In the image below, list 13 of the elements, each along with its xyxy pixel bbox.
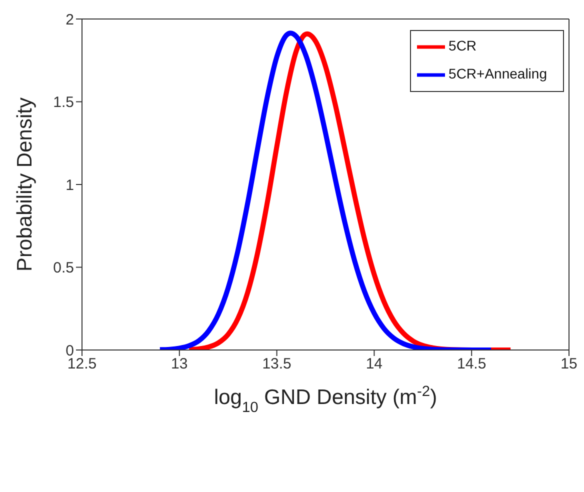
x-tick-label: 15 bbox=[560, 356, 578, 373]
y-axis-title: Probability Density bbox=[13, 97, 36, 272]
y-tick-label: 0.5 bbox=[53, 260, 74, 277]
y-tick-label: 1.5 bbox=[53, 94, 74, 112]
y-tick-label: 2 bbox=[66, 11, 74, 28]
x-tick-label: 14 bbox=[366, 356, 383, 373]
x-tick-label: 13 bbox=[171, 356, 188, 373]
x-tick-label: 13.5 bbox=[262, 356, 292, 373]
legend-label: 5CR bbox=[448, 38, 477, 54]
y-tick-label: 1 bbox=[66, 176, 74, 194]
legend-label: 5CR+Annealing bbox=[448, 66, 547, 82]
x-axis-title: log$_{10}$ GND Density (m$^{-2}$) bbox=[214, 384, 438, 416]
x-tick-label: 14.5 bbox=[457, 356, 486, 373]
